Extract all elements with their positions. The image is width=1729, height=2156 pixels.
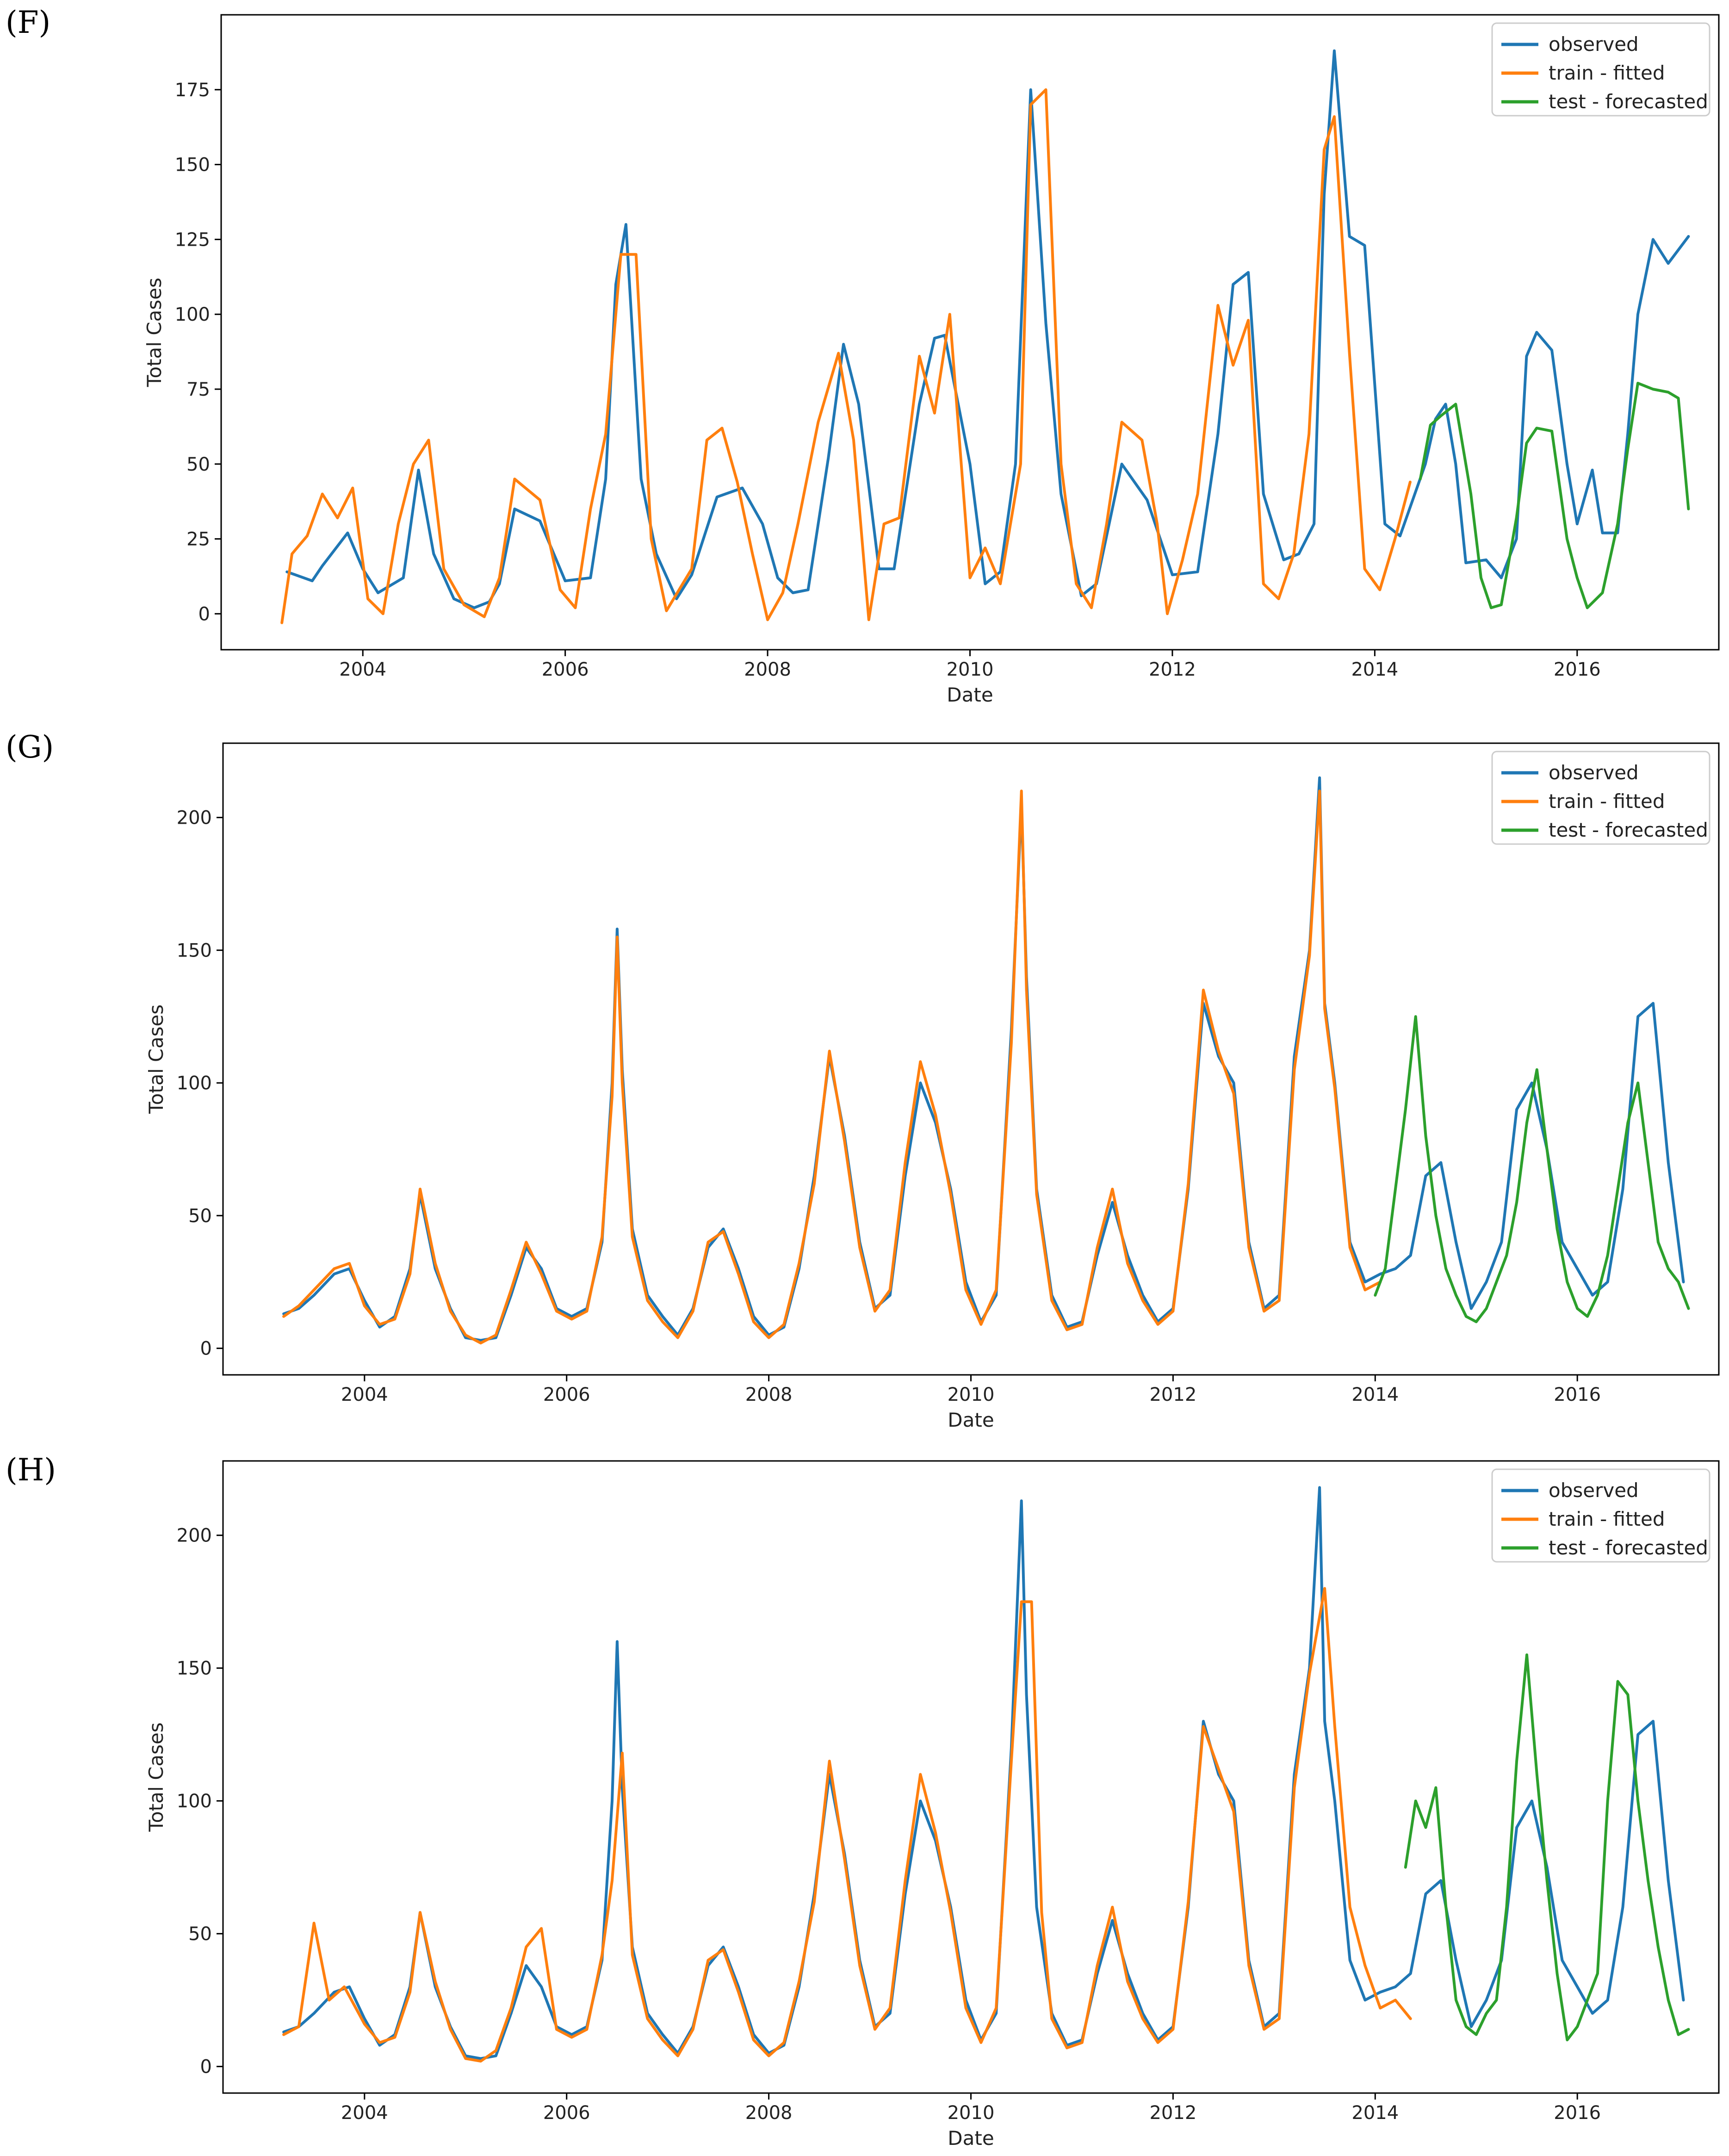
x-tick-label: 2008 <box>744 659 791 680</box>
panel-label-f: (F) <box>6 5 51 40</box>
y-tick-label: 75 <box>186 379 210 400</box>
panel-h: (H) 2004 2006 2008 2010 2012 2014 2016 0 50 100 15… <box>0 1448 1729 2156</box>
legend-label: train - fitted <box>1549 790 1665 813</box>
series-line-observed <box>282 1486 1685 2060</box>
y-tick-label: 150 <box>175 155 210 176</box>
legend-label: observed <box>1549 33 1639 56</box>
y-tick-label: 50 <box>186 454 210 475</box>
legend-box <box>1491 1468 1710 1563</box>
x-axis-label: Date <box>948 1409 994 1431</box>
y-tick-label: 0 <box>200 2057 212 2078</box>
legend-label: test - forecasted <box>1549 1536 1708 1559</box>
x-tick-label: 2014 <box>1351 1384 1399 1405</box>
legend-label: test - forecasted <box>1549 90 1708 113</box>
x-tick-label: 2010 <box>947 659 994 680</box>
chart-g: 2004 2006 2008 2010 2012 2014 2016 0 50 100 150 200… <box>145 742 1720 1431</box>
x-tick-label: 2004 <box>339 659 386 680</box>
panel-label-g: (G) <box>6 729 54 765</box>
legend-box <box>1491 751 1710 845</box>
chart-h: 2004 2006 2008 2010 2012 2014 2016 0 50 100 150 200… <box>145 1460 1720 2150</box>
panel-label-h: (H) <box>6 1452 56 1488</box>
x-tick-label: 2008 <box>745 2102 793 2124</box>
plot-frame <box>222 1460 1720 2094</box>
x-tick-label: 2016 <box>1554 2102 1601 2124</box>
legend-label: train - fitted <box>1549 62 1665 84</box>
y-tick-label: 100 <box>177 1791 212 1812</box>
series-line-test-forecasted <box>1419 382 1690 609</box>
x-tick-label: 2012 <box>1149 659 1196 680</box>
y-tick-label: 50 <box>188 1205 212 1227</box>
y-axis-label: Total Cases <box>145 1004 167 1114</box>
x-tick-label: 2006 <box>543 2102 590 2124</box>
y-axis-label: Total Cases <box>145 1722 167 1832</box>
y-tick-label: 50 <box>188 1924 212 1945</box>
plot-frame <box>222 742 1720 1376</box>
series-line-train-fitted <box>282 1587 1412 2063</box>
series-line-observed <box>282 776 1685 1342</box>
series-line-test-forecasted <box>1374 1015 1690 1323</box>
y-tick-label: 0 <box>198 603 210 625</box>
x-tick-label: 2010 <box>948 2102 995 2124</box>
series-line-test-forecasted <box>1404 1653 1690 2042</box>
x-tick-label: 2014 <box>1351 659 1398 680</box>
chart-f: 2004 2006 2008 2010 2012 2014 2016 0 25 50 75 100 12… <box>143 14 1720 706</box>
y-tick-label: 100 <box>177 1073 212 1094</box>
series-line-observed <box>285 49 1690 609</box>
x-tick-label: 2016 <box>1554 1384 1601 1405</box>
legend-box <box>1491 22 1710 117</box>
x-tick-label: 2016 <box>1554 659 1601 680</box>
legend-label: observed <box>1549 761 1639 784</box>
x-tick-label: 2012 <box>1149 1384 1196 1405</box>
series-line-train-fitted <box>280 88 1412 624</box>
y-tick-label: 150 <box>177 1658 212 1679</box>
y-tick-label: 200 <box>177 808 212 829</box>
y-tick-label: 100 <box>175 304 210 325</box>
panel-g: (G) 2004 2006 2008 2010 2012 2014 2016 0 50 100 15… <box>0 725 1729 1447</box>
y-tick-label: 200 <box>177 1525 212 1547</box>
y-tick-label: 125 <box>175 229 210 250</box>
y-tick-label: 0 <box>200 1338 212 1360</box>
x-axis-label: Date <box>947 683 993 706</box>
x-tick-label: 2010 <box>948 1384 995 1405</box>
x-tick-label: 2014 <box>1351 2102 1399 2124</box>
y-tick-label: 150 <box>177 940 212 961</box>
legend-label: train - fitted <box>1549 1508 1665 1530</box>
y-tick-label: 25 <box>186 529 210 550</box>
x-tick-label: 2008 <box>745 1384 793 1405</box>
x-tick-label: 2006 <box>542 659 589 680</box>
panel-f: (F) 2004 2006 2008 2010 2012 2014 2016 0 25 50 75 1… <box>0 0 1729 722</box>
plot-frame <box>220 14 1720 651</box>
x-tick-label: 2006 <box>543 1384 590 1405</box>
x-tick-label: 2004 <box>341 2102 388 2124</box>
y-tick-label: 175 <box>175 80 210 101</box>
x-tick-label: 2012 <box>1149 2102 1196 2124</box>
legend-label: observed <box>1549 1479 1639 1502</box>
series-line-train-fitted <box>282 789 1382 1345</box>
x-axis-label: Date <box>948 2127 994 2150</box>
x-tick-label: 2004 <box>341 1384 388 1405</box>
y-axis-label: Total Cases <box>143 278 166 387</box>
legend-label: test - forecasted <box>1549 819 1708 841</box>
